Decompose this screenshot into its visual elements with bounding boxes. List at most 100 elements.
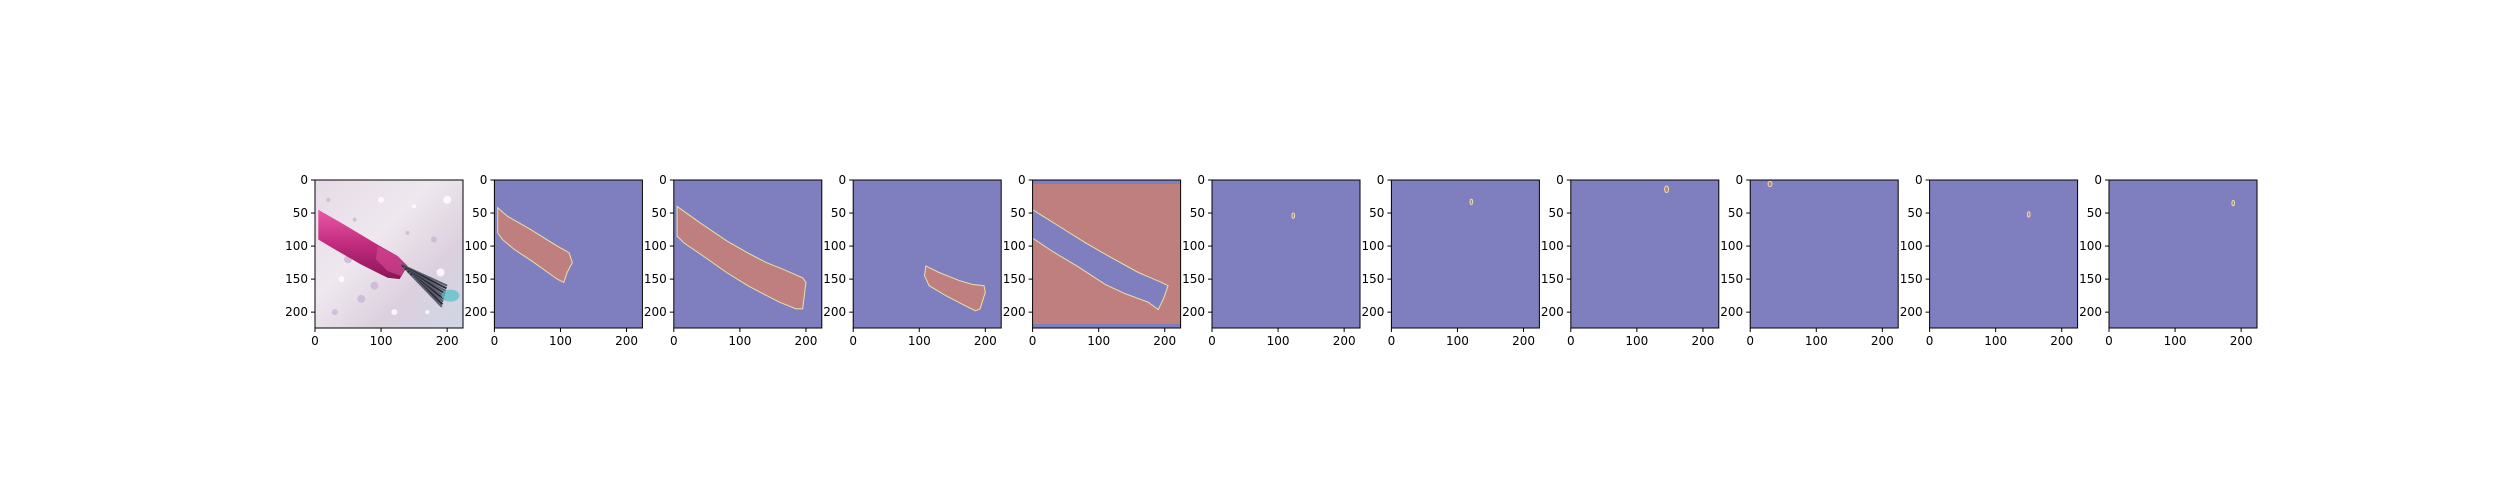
sparkle-dot [430, 236, 437, 243]
y-tick-label: 50 [1190, 206, 1205, 220]
axes-frame [314, 179, 464, 329]
x-tick-label: 0 [1029, 334, 1037, 348]
axes-frame [1032, 179, 1182, 329]
brush-ferrule [375, 246, 408, 276]
y-tick-label: 100 [644, 239, 667, 253]
y-tick-label: 100 [1003, 239, 1026, 253]
subplot-2: 0 100 200 0 50 100 150 200 [464, 173, 643, 348]
y-tick-label: 150 [644, 272, 667, 286]
y-tick-label: 50 [1907, 206, 1922, 220]
y-tick-label: 200 [2079, 305, 2102, 319]
x-tick-label: 100 [2164, 334, 2187, 348]
y-tick-label: 200 [1182, 305, 1205, 319]
y-tick-label: 0 [480, 173, 488, 187]
subplot-1: 0 100 200 0 50 100 150 200 [285, 173, 464, 348]
mask-background [1570, 180, 1719, 328]
mask-blob [1469, 198, 1474, 205]
y-tick-label: 200 [1720, 305, 1743, 319]
mask-region-foreground [676, 205, 807, 310]
mask-region-background [1032, 324, 1181, 328]
axes-frame [1390, 179, 1540, 329]
axes-frame [1929, 179, 2079, 329]
y-tick-label: 150 [823, 272, 846, 286]
x-tick-label: 0 [1208, 334, 1216, 348]
y-tick-label: 50 [472, 206, 487, 220]
sparkle-dot [405, 230, 410, 235]
y-tick-label: 0 [1377, 173, 1385, 187]
sparkle-dot [352, 217, 357, 222]
sparkle-dot [357, 294, 366, 303]
x-tick-label: 100 [908, 334, 931, 348]
y-tick-label: 100 [1361, 239, 1384, 253]
sparkle-dot [412, 204, 417, 209]
axes-frame [673, 179, 823, 329]
y-tick-label: 150 [1720, 272, 1743, 286]
sparkle-dot [391, 309, 398, 316]
y-tick-label: 50 [293, 206, 308, 220]
subplot-11: 0 100 200 0 50 100 150 200 [2079, 173, 2258, 348]
sparkle-dot [378, 196, 385, 203]
y-tick-label: 0 [1197, 173, 1205, 187]
x-tick-label: 100 [370, 334, 393, 348]
y-tick-label: 0 [659, 173, 667, 187]
x-tick-label: 200 [1153, 334, 1176, 348]
mask-background [1212, 180, 1360, 328]
x-tick-label: 200 [2230, 334, 2253, 348]
brush-tip-glint [441, 289, 460, 302]
x-tick-label: 200 [436, 334, 459, 348]
y-tick-label: 150 [1900, 272, 1923, 286]
mask-region-background [1032, 180, 1181, 184]
x-tick-label: 0 [311, 334, 319, 348]
subplot-5: 0 100 200 0 50 100 150 200 [1003, 173, 1182, 348]
y-tick-label: 0 [2094, 173, 2102, 187]
y-tick-label: 150 [1182, 272, 1205, 286]
subplot-7: 0 100 200 0 50 100 150 200 [1361, 173, 1540, 348]
y-tick-label: 50 [1549, 206, 1564, 220]
y-tick-label: 0 [300, 173, 308, 187]
y-tick-label: 100 [823, 239, 846, 253]
sparkle-dot [331, 309, 338, 316]
y-tick-label: 100 [2079, 239, 2102, 253]
subplot-6: 0 100 200 0 50 100 150 200 [1182, 173, 1361, 348]
x-tick-label: 100 [1805, 334, 1828, 348]
subplot-9: 0 100 200 0 50 100 150 200 [1720, 173, 1899, 348]
x-tick-label: 200 [1333, 334, 1356, 348]
x-tick-label: 100 [549, 334, 572, 348]
mask-blob [2231, 199, 2236, 207]
sparkle-dot [370, 281, 379, 290]
mask-region-foreground [497, 206, 573, 284]
subplot-10: 0 100 200 0 50 100 150 200 [1900, 173, 2079, 348]
y-tick-label: 100 [1900, 239, 1923, 253]
x-tick-label: 200 [615, 334, 638, 348]
mask-blob [1291, 212, 1296, 219]
x-tick-label: 100 [1984, 334, 2007, 348]
sparkle-dot [425, 310, 430, 315]
x-tick-label: 0 [2105, 334, 2113, 348]
mask-background [1750, 180, 1899, 328]
y-tick-label: 150 [1541, 272, 1564, 286]
x-tick-label: 0 [1567, 334, 1575, 348]
axes-frame [2108, 179, 2258, 329]
mask-background [1929, 180, 2078, 328]
axes-frame [1570, 179, 1720, 329]
x-tick-label: 200 [2050, 334, 2073, 348]
sparkle-dot [443, 195, 452, 204]
y-tick-label: 50 [2087, 206, 2102, 220]
y-tick-label: 150 [285, 272, 308, 286]
y-tick-label: 50 [1010, 206, 1025, 220]
y-tick-label: 150 [1003, 272, 1026, 286]
axes-frame [1211, 179, 1361, 329]
x-tick-label: 100 [1625, 334, 1648, 348]
y-tick-label: 200 [285, 305, 308, 319]
sparkle-dot [436, 268, 445, 277]
y-tick-label: 50 [831, 206, 846, 220]
x-tick-label: 200 [794, 334, 817, 348]
y-tick-label: 100 [464, 239, 487, 253]
y-tick-label: 200 [1003, 305, 1026, 319]
mask-blob [1664, 185, 1670, 194]
subplot-4: 0 100 200 0 50 100 150 200 [823, 173, 1002, 348]
axes-frame [1749, 179, 1899, 329]
y-tick-label: 0 [1915, 173, 1923, 187]
